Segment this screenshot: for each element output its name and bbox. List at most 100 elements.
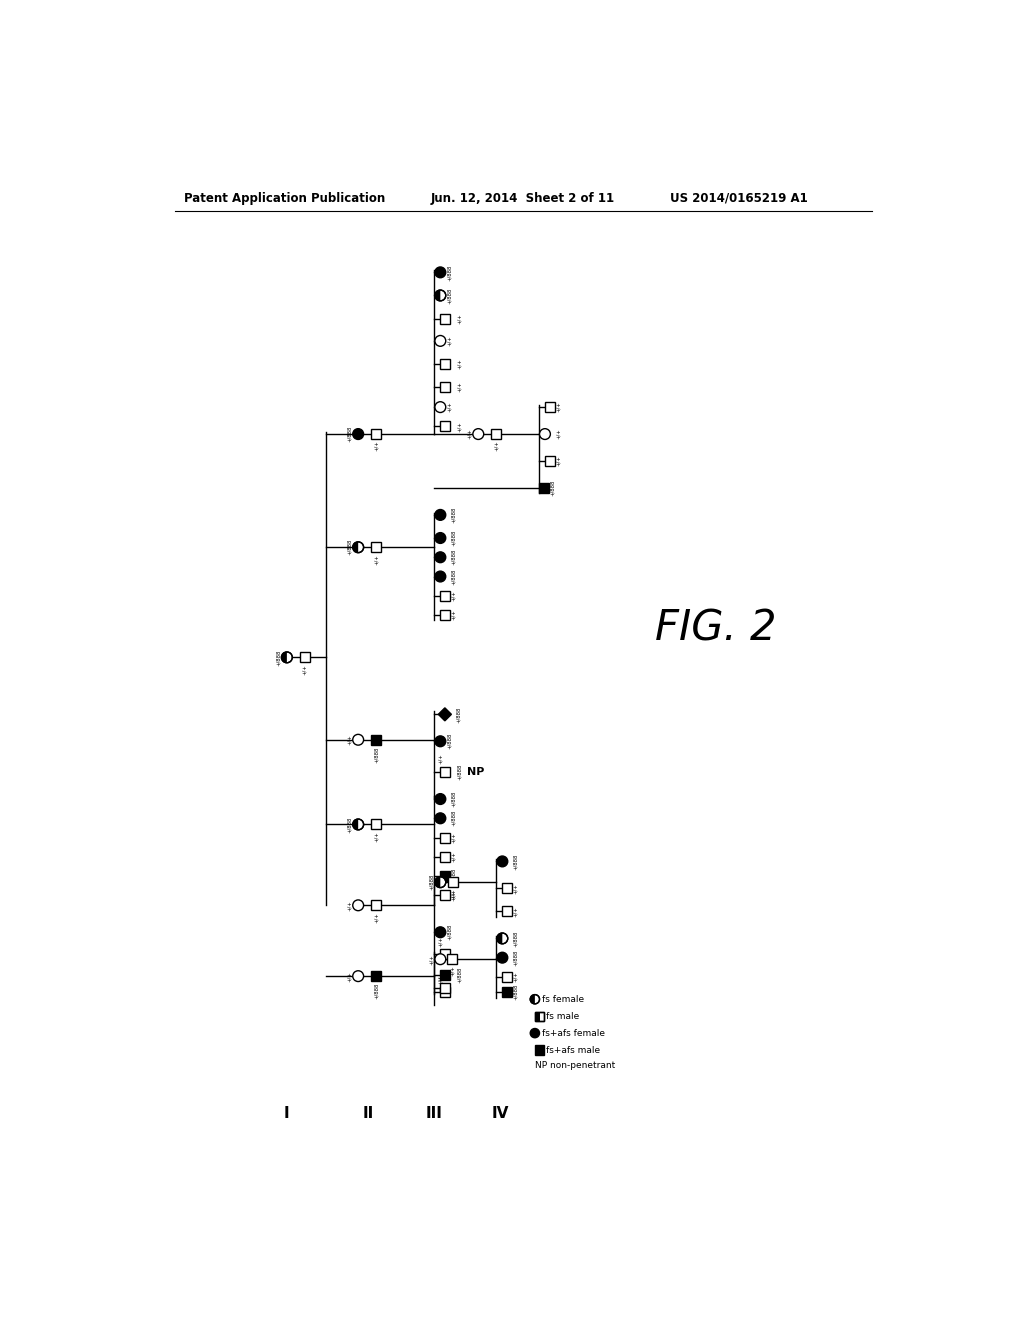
Text: +/+: +/+ [556, 455, 561, 466]
Text: +/888: +/888 [456, 706, 461, 722]
Bar [371, 972, 381, 981]
Text: fs female: fs female [542, 995, 584, 1003]
Bar [300, 652, 309, 663]
Circle shape [435, 876, 445, 887]
Text: +/+: +/+ [451, 890, 456, 900]
Bar [535, 1011, 544, 1020]
Circle shape [435, 927, 445, 937]
Circle shape [473, 429, 483, 440]
Bar [545, 403, 555, 412]
Wedge shape [435, 290, 440, 301]
Text: +/+: +/+ [457, 359, 462, 370]
Text: +/+: +/+ [347, 734, 352, 744]
Text: +/+: +/+ [447, 401, 453, 412]
Text: +/+: +/+ [451, 590, 456, 601]
Text: +/888: +/888 [447, 288, 453, 304]
Text: +/+: +/+ [374, 441, 379, 451]
Bar [449, 878, 458, 887]
Text: fs+afs male: fs+afs male [547, 1045, 601, 1055]
Text: +/+: +/+ [513, 906, 518, 917]
Text: +/888: +/888 [451, 569, 456, 585]
Circle shape [497, 952, 508, 964]
Bar [535, 1011, 540, 1020]
Circle shape [435, 532, 445, 544]
Text: +/888: +/888 [457, 764, 462, 780]
Text: +/+: +/+ [556, 429, 561, 440]
Bar [440, 591, 451, 601]
Text: +/+: +/+ [447, 335, 453, 346]
Bar [503, 907, 512, 916]
Circle shape [435, 737, 445, 747]
Bar [503, 972, 512, 982]
Text: +/888: +/888 [451, 867, 456, 884]
Wedge shape [352, 818, 358, 830]
Text: Jun. 12, 2014  Sheet 2 of 11: Jun. 12, 2014 Sheet 2 of 11 [430, 191, 614, 205]
Text: +/+: +/+ [457, 313, 462, 323]
Text: +/+: +/+ [494, 441, 499, 451]
Text: +/888: +/888 [374, 982, 379, 999]
Circle shape [435, 954, 445, 965]
Circle shape [352, 900, 364, 911]
Text: NP non-penetrant: NP non-penetrant [535, 1061, 615, 1071]
Bar [440, 421, 451, 432]
Circle shape [435, 552, 445, 562]
Wedge shape [282, 652, 287, 663]
Bar [447, 954, 458, 964]
Bar [503, 987, 512, 998]
Text: +/888: +/888 [451, 791, 456, 808]
Bar [371, 820, 381, 829]
Text: +/888: +/888 [374, 746, 379, 763]
Text: +/+: +/+ [438, 936, 442, 946]
Bar [440, 871, 451, 880]
Text: +/888: +/888 [447, 733, 453, 750]
Bar [440, 949, 451, 958]
Text: +/+: +/+ [438, 970, 442, 982]
Text: II: II [362, 1106, 374, 1121]
Text: +/+: +/+ [457, 381, 462, 392]
Text: fs+afs female: fs+afs female [542, 1028, 605, 1038]
Text: +/+: +/+ [347, 970, 352, 982]
Circle shape [435, 813, 445, 824]
Text: +/888: +/888 [457, 966, 462, 983]
Text: +/888: +/888 [347, 816, 352, 833]
Circle shape [435, 401, 445, 413]
Circle shape [352, 734, 364, 744]
Text: FIG. 2: FIG. 2 [655, 607, 776, 649]
Text: +/888: +/888 [451, 810, 456, 826]
Text: fs male: fs male [547, 1011, 580, 1020]
Text: NP: NP [467, 767, 484, 777]
Circle shape [540, 429, 550, 440]
Bar [545, 455, 555, 466]
Text: +/+: +/+ [374, 832, 379, 842]
Text: +/888: +/888 [451, 507, 456, 523]
Text: +/888: +/888 [447, 264, 453, 281]
Text: +/888: +/888 [513, 853, 518, 870]
Bar [492, 429, 501, 440]
Circle shape [352, 541, 364, 553]
Text: +/+: +/+ [451, 888, 456, 899]
Text: +/+: +/+ [467, 429, 472, 440]
Bar [440, 767, 451, 777]
Text: +/888: +/888 [550, 479, 555, 496]
Text: +/+: +/+ [438, 754, 442, 764]
Text: US 2014/0165219 A1: US 2014/0165219 A1 [671, 191, 808, 205]
Bar [503, 883, 512, 894]
Bar [535, 1011, 544, 1020]
Bar [535, 1045, 544, 1055]
Text: I: I [284, 1106, 290, 1121]
Text: +/+: +/+ [451, 832, 456, 843]
Text: +/888: +/888 [347, 426, 352, 442]
Bar [539, 483, 549, 492]
Bar [440, 610, 451, 620]
Text: +/888: +/888 [347, 539, 352, 556]
Circle shape [497, 933, 508, 944]
Text: +/+: +/+ [438, 974, 442, 985]
Text: +/+: +/+ [513, 972, 518, 982]
Bar [440, 983, 451, 994]
Circle shape [435, 793, 445, 804]
Bar [371, 900, 381, 911]
Circle shape [352, 429, 364, 440]
Circle shape [530, 1028, 540, 1038]
Text: +/888: +/888 [447, 924, 453, 940]
Circle shape [352, 970, 364, 982]
